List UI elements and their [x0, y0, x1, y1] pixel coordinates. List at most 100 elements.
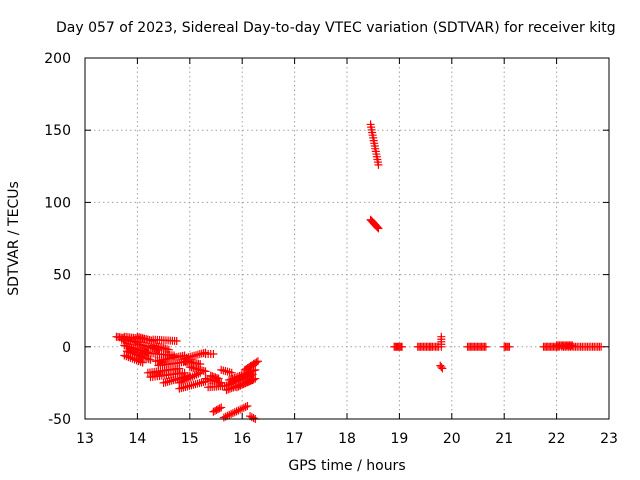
data-point — [188, 372, 197, 381]
data-point — [373, 223, 382, 232]
data-point — [246, 376, 255, 385]
data-point — [253, 357, 262, 366]
data-point — [236, 405, 245, 414]
data-point — [481, 342, 490, 351]
data-point — [252, 358, 261, 367]
data-point — [186, 373, 195, 382]
y-tick-label: 100 — [44, 195, 71, 211]
data-point — [164, 345, 173, 354]
data-point — [232, 407, 241, 416]
data-point — [134, 357, 143, 366]
data-point — [175, 364, 184, 373]
data-point — [244, 377, 253, 386]
data-point — [182, 375, 191, 384]
data-point — [239, 380, 248, 389]
axis-ticks: 13 14 15 16 17 18 19 20 21 22 23 -50 0 50 100 150 200 — [44, 51, 618, 447]
y-tick-label: -50 — [48, 412, 71, 428]
data-point — [128, 354, 137, 363]
data-point — [230, 408, 239, 417]
data-point — [505, 342, 514, 351]
data-point — [232, 373, 241, 382]
x-axis-label: GPS time / hours — [288, 458, 405, 474]
x-tick-label: 17 — [286, 431, 304, 447]
data-point — [225, 410, 234, 419]
data-point — [237, 404, 246, 413]
data-point — [241, 402, 250, 411]
data-points — [112, 120, 606, 423]
data-point — [227, 368, 236, 377]
data-point — [247, 376, 256, 385]
data-point — [225, 376, 234, 385]
data-point — [139, 353, 148, 362]
y-tick-label: 200 — [44, 51, 71, 67]
y-tick-label: 0 — [62, 340, 71, 356]
x-tick-label: 21 — [495, 431, 513, 447]
data-point — [232, 383, 241, 392]
data-point — [247, 413, 256, 422]
x-tick-label: 22 — [548, 431, 566, 447]
x-tick-label: 19 — [390, 431, 408, 447]
data-point — [239, 403, 248, 412]
data-point — [241, 379, 250, 388]
data-point — [233, 372, 242, 381]
data-point — [217, 403, 226, 412]
data-point — [437, 363, 446, 372]
y-tick-label: 50 — [53, 268, 71, 284]
x-tick-label: 23 — [600, 431, 618, 447]
data-point — [190, 371, 199, 380]
y-tick-label: 150 — [44, 123, 71, 139]
data-point — [251, 374, 260, 383]
data-point — [398, 342, 407, 351]
data-point — [224, 381, 233, 390]
data-point — [237, 380, 246, 389]
data-point — [235, 371, 244, 380]
grid — [85, 58, 609, 419]
data-point — [438, 364, 447, 373]
data-point — [230, 373, 239, 382]
data-point — [181, 376, 190, 385]
data-point — [228, 374, 237, 383]
x-tick-label: 16 — [233, 431, 251, 447]
data-point — [184, 374, 193, 383]
data-point — [124, 353, 133, 362]
data-point — [249, 414, 258, 423]
data-point — [137, 352, 146, 361]
data-point — [249, 375, 258, 384]
data-point — [133, 351, 142, 360]
x-tick-label: 20 — [443, 431, 461, 447]
data-point — [132, 356, 141, 365]
x-tick-label: 18 — [338, 431, 356, 447]
data-point — [225, 380, 234, 389]
data-point — [130, 355, 139, 364]
data-point — [234, 382, 243, 391]
data-point — [374, 160, 383, 169]
data-point — [227, 410, 236, 419]
data-point — [219, 413, 228, 422]
data-point — [201, 367, 210, 376]
data-point — [228, 409, 237, 418]
x-tick-label: 15 — [181, 431, 199, 447]
x-tick-label: 14 — [128, 431, 146, 447]
data-point — [243, 402, 252, 411]
data-point — [214, 374, 223, 383]
data-point — [374, 224, 383, 233]
data-point — [236, 381, 245, 390]
data-point — [372, 222, 381, 231]
data-point — [138, 358, 147, 367]
x-tick-label: 13 — [76, 431, 94, 447]
data-point — [223, 411, 232, 420]
data-point — [209, 350, 218, 359]
data-point — [120, 351, 129, 360]
y-axis-label: SDTVAR / TECUs — [6, 181, 22, 296]
data-point — [172, 337, 181, 346]
data-point — [215, 404, 224, 413]
data-point — [237, 371, 246, 380]
data-point — [251, 365, 260, 374]
chart-title: Day 057 of 2023, Sidereal Day-to-day VTE… — [56, 20, 616, 36]
data-point — [126, 353, 135, 362]
data-point — [239, 370, 248, 379]
data-point — [234, 406, 243, 415]
data-point — [122, 352, 131, 361]
data-point — [222, 381, 231, 390]
